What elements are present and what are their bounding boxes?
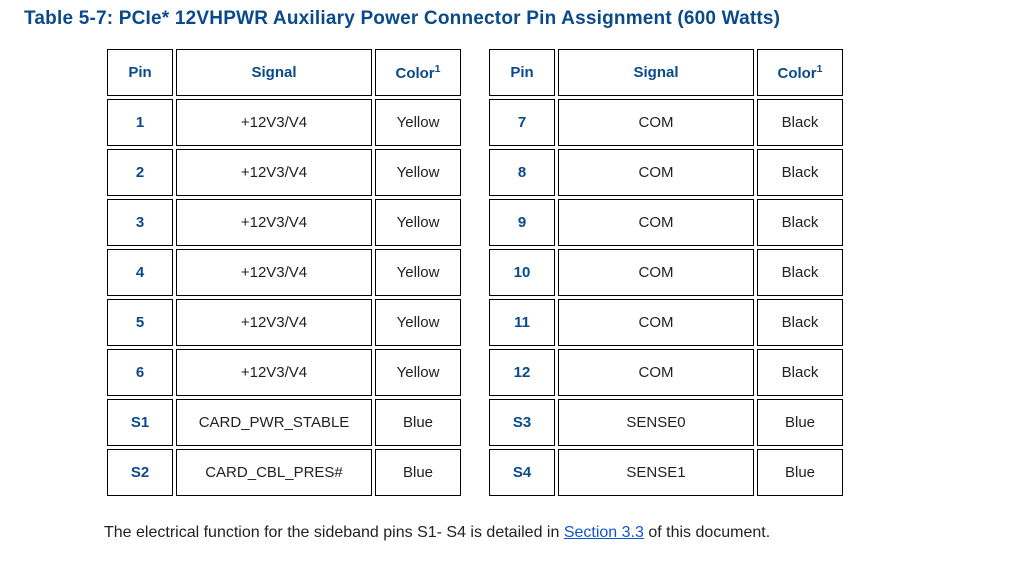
signal-cell: +12V3/V4 [176,299,372,346]
signal-cell: COM [558,249,754,296]
table-row: 4+12V3/V4Yellow [107,249,461,296]
color-cell: Yellow [375,349,461,396]
col-header-pin: Pin [107,49,173,96]
color-cell: Black [757,99,843,146]
color-cell: Yellow [375,299,461,346]
table-row: S1CARD_PWR_STABLEBlue [107,399,461,446]
signal-cell: SENSE1 [558,449,754,496]
color-cell: Yellow [375,199,461,246]
table-row: 10COMBlack [489,249,843,296]
color-cell: Black [757,249,843,296]
footnote-pre: The electrical function for the sideband… [104,524,564,541]
color-cell: Black [757,149,843,196]
pin-cell: 2 [107,149,173,196]
signal-cell: COM [558,199,754,246]
signal-cell: +12V3/V4 [176,349,372,396]
color-cell: Blue [375,449,461,496]
pin-cell: 5 [107,299,173,346]
table-header-row: Pin Signal Color1 [107,49,461,96]
signal-cell: CARD_PWR_STABLE [176,399,372,446]
table-row: S3SENSE0Blue [489,399,843,446]
table-row: 5+12V3/V4Yellow [107,299,461,346]
col-header-signal: Signal [176,49,372,96]
signal-cell: COM [558,349,754,396]
signal-cell: SENSE0 [558,399,754,446]
color-cell: Yellow [375,99,461,146]
table-row: 3+12V3/V4Yellow [107,199,461,246]
pin-cell: S1 [107,399,173,446]
table-row: 12COMBlack [489,349,843,396]
table-row: S2CARD_CBL_PRES#Blue [107,449,461,496]
pin-cell: 1 [107,99,173,146]
signal-cell: +12V3/V4 [176,149,372,196]
table-row: 9COMBlack [489,199,843,246]
pin-cell: 11 [489,299,555,346]
color-cell: Yellow [375,149,461,196]
section-link[interactable]: Section 3.3 [564,524,644,541]
pin-cell: 8 [489,149,555,196]
pin-cell: 6 [107,349,173,396]
pin-cell: 3 [107,199,173,246]
pin-cell: 10 [489,249,555,296]
signal-cell: +12V3/V4 [176,249,372,296]
color-cell: Blue [757,449,843,496]
color-cell: Blue [375,399,461,446]
pin-table-left: Pin Signal Color1 1+12V3/V4Yellow2+12V3/… [104,46,464,499]
pin-cell: S3 [489,399,555,446]
color-cell: Blue [757,399,843,446]
tables-container: Pin Signal Color1 1+12V3/V4Yellow2+12V3/… [24,46,1000,499]
table-row: 8COMBlack [489,149,843,196]
signal-cell: COM [558,299,754,346]
pin-cell: 4 [107,249,173,296]
table-row: 6+12V3/V4Yellow [107,349,461,396]
signal-cell: COM [558,99,754,146]
signal-cell: COM [558,149,754,196]
signal-cell: +12V3/V4 [176,199,372,246]
signal-cell: +12V3/V4 [176,99,372,146]
col-header-color: Color1 [757,49,843,96]
table-caption: Table 5-7: PCIe* 12VHPWR Auxiliary Power… [24,8,1000,30]
table-header-row: Pin Signal Color1 [489,49,843,96]
col-header-pin: Pin [489,49,555,96]
pin-cell: S4 [489,449,555,496]
col-header-signal: Signal [558,49,754,96]
table-row: 2+12V3/V4Yellow [107,149,461,196]
pin-cell: 9 [489,199,555,246]
pin-cell: 7 [489,99,555,146]
footnote-text: The electrical function for the sideband… [24,521,844,545]
footnote-post: of this document. [644,524,770,541]
pin-table-right: Pin Signal Color1 7COMBlack8COMBlack9COM… [486,46,846,499]
signal-cell: CARD_CBL_PRES# [176,449,372,496]
col-header-color: Color1 [375,49,461,96]
table-row: 7COMBlack [489,99,843,146]
color-cell: Black [757,349,843,396]
table-row: 11COMBlack [489,299,843,346]
pin-cell: S2 [107,449,173,496]
color-cell: Black [757,199,843,246]
table-row: S4SENSE1Blue [489,449,843,496]
table-row: 1+12V3/V4Yellow [107,99,461,146]
color-cell: Black [757,299,843,346]
color-cell: Yellow [375,249,461,296]
pin-cell: 12 [489,349,555,396]
